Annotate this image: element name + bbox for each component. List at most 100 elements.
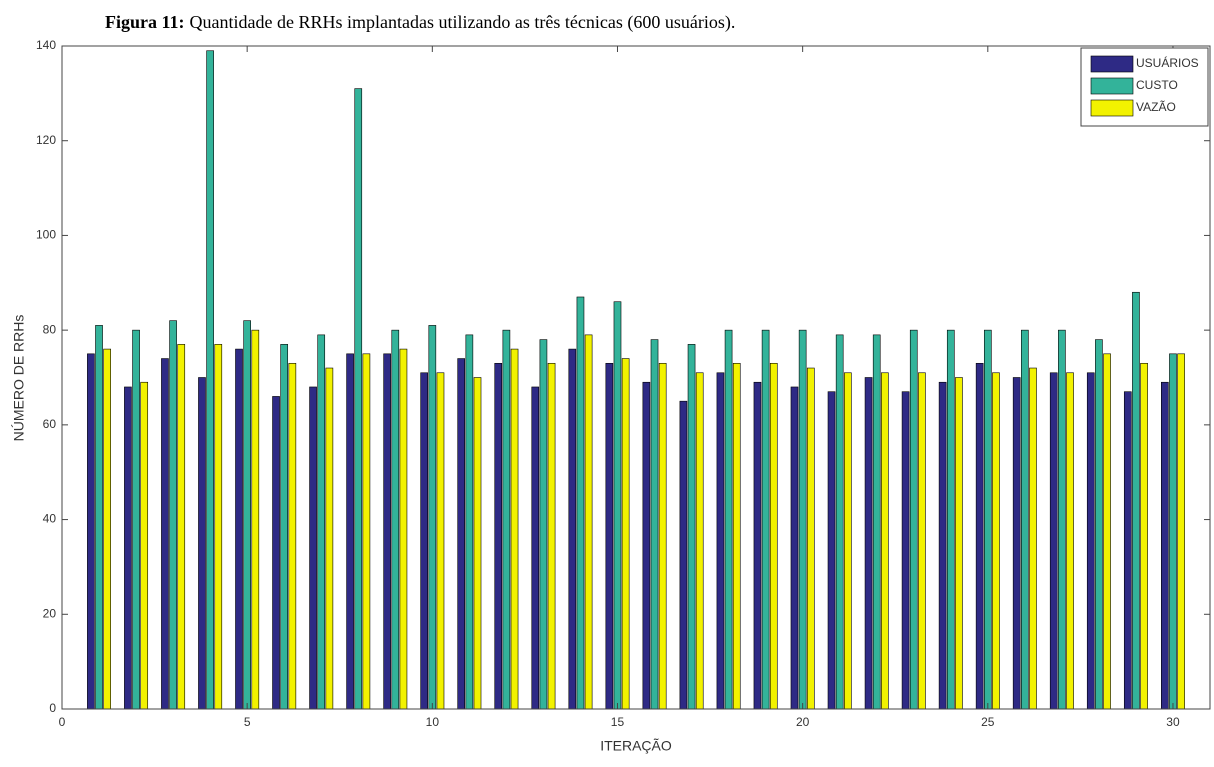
x-tick-label: 0	[59, 715, 66, 729]
bar	[679, 400, 688, 710]
bar	[827, 391, 836, 710]
bar	[621, 358, 630, 710]
y-tick-label: 100	[36, 228, 56, 242]
bar	[909, 329, 918, 710]
bar	[420, 372, 428, 710]
bar	[658, 362, 667, 710]
bar	[769, 362, 778, 710]
bar	[272, 396, 280, 710]
bar	[140, 381, 149, 710]
title-text: Quantidade de RRHs implantadas utilizand…	[190, 12, 736, 33]
legend-swatch	[1090, 55, 1134, 73]
bar	[243, 320, 251, 710]
bar	[650, 339, 659, 710]
bar	[1132, 291, 1140, 710]
bar	[354, 88, 363, 710]
legend-label: VAZÃO	[1136, 100, 1176, 114]
bar	[177, 344, 186, 710]
bar	[1021, 329, 1029, 710]
bar	[473, 377, 482, 710]
bar	[605, 362, 614, 710]
y-tick-label: 140	[36, 38, 56, 52]
bar	[975, 362, 984, 710]
x-axis-label: ITERAÇÃO	[600, 738, 672, 754]
bar	[547, 362, 556, 710]
y-tick-label: 40	[43, 512, 57, 526]
bar	[465, 334, 474, 710]
y-tick-label: 0	[49, 701, 56, 715]
bar	[391, 329, 400, 710]
bar	[901, 391, 910, 710]
bar	[1140, 362, 1148, 710]
bar	[214, 344, 223, 710]
bar	[206, 50, 214, 710]
title-label: Figura 11:	[105, 12, 185, 32]
legend-label: CUSTO	[1136, 78, 1178, 92]
x-tick-label: 15	[611, 715, 625, 729]
bar	[539, 339, 548, 710]
y-tick-label: 60	[43, 417, 57, 431]
x-tick-label: 5	[244, 715, 251, 729]
bar	[251, 329, 260, 710]
bar	[1169, 353, 1177, 710]
bar	[724, 329, 733, 710]
bar	[317, 334, 326, 710]
bar	[103, 348, 111, 710]
plot-frame	[61, 45, 1211, 710]
legend-label: USUÁRIOS	[1136, 55, 1199, 70]
bar	[383, 353, 391, 710]
bar	[732, 362, 741, 710]
bar	[132, 329, 140, 710]
bar	[864, 377, 873, 710]
bar	[844, 372, 852, 710]
bar	[1177, 353, 1185, 710]
bar	[1058, 329, 1066, 710]
bar	[235, 348, 243, 710]
bar	[716, 372, 725, 710]
bar	[1161, 381, 1169, 710]
y-axis-label: NÚMERO DE RRHs	[11, 315, 27, 442]
bar	[695, 372, 704, 710]
legend-swatch	[1090, 99, 1134, 117]
bar	[531, 386, 540, 710]
bar	[1086, 372, 1095, 710]
bar	[346, 353, 354, 710]
bar	[362, 353, 371, 710]
bar	[798, 329, 807, 710]
bar	[568, 348, 577, 710]
bar	[161, 358, 169, 710]
bar	[510, 348, 519, 710]
bar	[198, 377, 206, 710]
bar	[436, 372, 445, 710]
bar	[428, 325, 437, 710]
bar	[1049, 372, 1058, 710]
bar	[87, 353, 95, 710]
bar	[835, 334, 844, 710]
y-tick-label: 120	[36, 133, 56, 147]
bar	[309, 386, 317, 710]
bar	[642, 381, 651, 710]
bar	[753, 381, 762, 710]
bar	[955, 377, 963, 710]
bar	[169, 320, 177, 710]
x-tick-label: 25	[981, 715, 995, 729]
bar	[124, 386, 132, 710]
bar	[992, 372, 1000, 710]
legend-swatch	[1090, 77, 1134, 95]
bar	[95, 325, 103, 710]
y-tick-label: 20	[43, 606, 57, 620]
bar	[494, 362, 503, 710]
bar	[1012, 377, 1021, 710]
bar	[1123, 391, 1132, 710]
bar	[280, 344, 289, 710]
bar	[806, 367, 815, 710]
bar	[1066, 372, 1074, 710]
bar	[325, 367, 334, 710]
bar	[1095, 339, 1103, 710]
bar	[1029, 367, 1037, 710]
x-tick-label: 30	[1166, 715, 1180, 729]
bar	[613, 301, 622, 710]
bar	[584, 334, 593, 710]
bar	[872, 334, 881, 710]
